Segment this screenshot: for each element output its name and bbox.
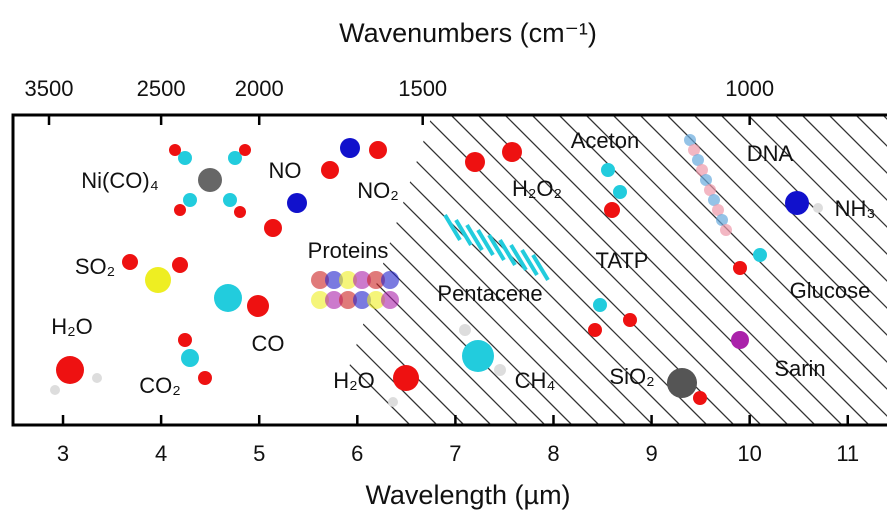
x2-tick-label: 3500 <box>25 76 74 101</box>
molecule-atom <box>813 203 823 213</box>
molecule-label: H₂O₂ <box>512 176 562 201</box>
molecule-label: SO₂ <box>75 254 115 279</box>
x-tick-label: 10 <box>737 441 761 466</box>
molecule-atom <box>178 333 192 347</box>
molecule-atom <box>122 254 138 270</box>
molecule-atom <box>388 397 398 407</box>
molecule-atom <box>50 385 60 395</box>
molecule-label: CO₂ <box>139 373 181 398</box>
molecule-label: Aceton <box>571 128 640 153</box>
molecule-label: DNA <box>747 141 794 166</box>
molecule-atom <box>169 144 181 156</box>
molecule-atom <box>56 356 84 384</box>
molecule-atom <box>223 193 237 207</box>
molecule-atom <box>693 391 707 405</box>
molecule-atom <box>181 349 199 367</box>
x2-tick-label: 1000 <box>725 76 774 101</box>
x-tick-label: 6 <box>351 441 363 466</box>
x-tick-label: 11 <box>836 441 859 466</box>
molecule-atom <box>393 365 419 391</box>
pentacene-bond <box>500 240 515 265</box>
x-tick-label: 4 <box>155 441 167 466</box>
x-tick-label: 7 <box>449 441 461 466</box>
x-tick-label: 5 <box>253 441 265 466</box>
molecule-label: Ni(CO)₄ <box>81 168 158 193</box>
molecule-atom <box>198 371 212 385</box>
hatch-line <box>856 115 887 425</box>
chart: Wavenumbers (cm⁻¹) Wavelength (µm) 3 4 5 6 7… <box>0 0 887 521</box>
dna-strand <box>720 224 732 236</box>
molecule-atom <box>588 323 602 337</box>
molecule-atom <box>369 141 387 159</box>
x2-tick-label: 2000 <box>235 76 284 101</box>
molecule-label: SiO₂ <box>609 364 654 389</box>
molecule-atom <box>321 161 339 179</box>
molecule-atom <box>92 373 102 383</box>
axis-title-bottom: Wavelength (µm) <box>365 480 570 510</box>
molecule-label: Glucose <box>790 278 871 303</box>
molecule-atom <box>604 202 620 218</box>
molecule-atom <box>247 295 269 317</box>
molecule-atom <box>465 152 485 172</box>
molecule-atom <box>601 163 615 177</box>
molecule-atom <box>623 313 637 327</box>
pentacene-bond <box>478 230 493 255</box>
molecule-atom <box>340 138 360 158</box>
molecule-atom <box>214 284 242 312</box>
molecule-atom <box>462 340 494 372</box>
molecule-atom <box>234 206 246 218</box>
protein-blob <box>381 271 399 289</box>
molecule-label: H₂O <box>51 314 93 339</box>
pentacene-bond <box>456 220 471 245</box>
molecule-atom <box>183 193 197 207</box>
molecule-atom <box>667 368 697 398</box>
x-tick-label: 8 <box>547 441 559 466</box>
molecule-label: CO <box>252 331 285 356</box>
molecule-atom <box>494 364 506 376</box>
molecule-atom <box>593 298 607 312</box>
pentacene-bond <box>522 250 537 275</box>
molecule-atom <box>239 144 251 156</box>
molecule-atom <box>785 191 809 215</box>
molecule-atom <box>264 219 282 237</box>
x2-tick-label: 2500 <box>137 76 186 101</box>
hatch-line <box>829 115 887 425</box>
molecule-atom <box>753 248 767 262</box>
molecule-label: NO <box>269 158 302 183</box>
molecules <box>50 134 823 407</box>
molecule-atom <box>198 168 222 192</box>
molecule-atom <box>731 331 749 349</box>
molecule-atom <box>287 193 307 213</box>
molecule-label: NO₂ <box>357 178 399 203</box>
molecule-label: TATP <box>596 248 649 273</box>
x2-tick-label: 1500 <box>398 76 447 101</box>
x-tick-label: 9 <box>645 441 657 466</box>
pentacene-bond <box>445 215 460 240</box>
molecule-label: NH₃ <box>835 196 876 221</box>
x-tick-label: 3 <box>57 441 69 466</box>
molecule-atom <box>502 142 522 162</box>
molecule-atom <box>459 324 471 336</box>
molecule-label: H₂O <box>333 368 375 393</box>
molecule-label: Sarin <box>774 356 825 381</box>
molecule-atom <box>145 267 171 293</box>
molecule-label: Pentacene <box>437 281 542 306</box>
molecule-label: CH₄ <box>515 368 556 393</box>
molecule-atom <box>733 261 747 275</box>
molecule-atom <box>172 257 188 273</box>
hatch-line <box>883 115 887 425</box>
molecule-atom <box>613 185 627 199</box>
molecule-atom <box>174 204 186 216</box>
molecule-label: Proteins <box>308 238 389 263</box>
axis-title-top: Wavenumbers (cm⁻¹) <box>339 18 597 48</box>
protein-blob <box>381 291 399 309</box>
